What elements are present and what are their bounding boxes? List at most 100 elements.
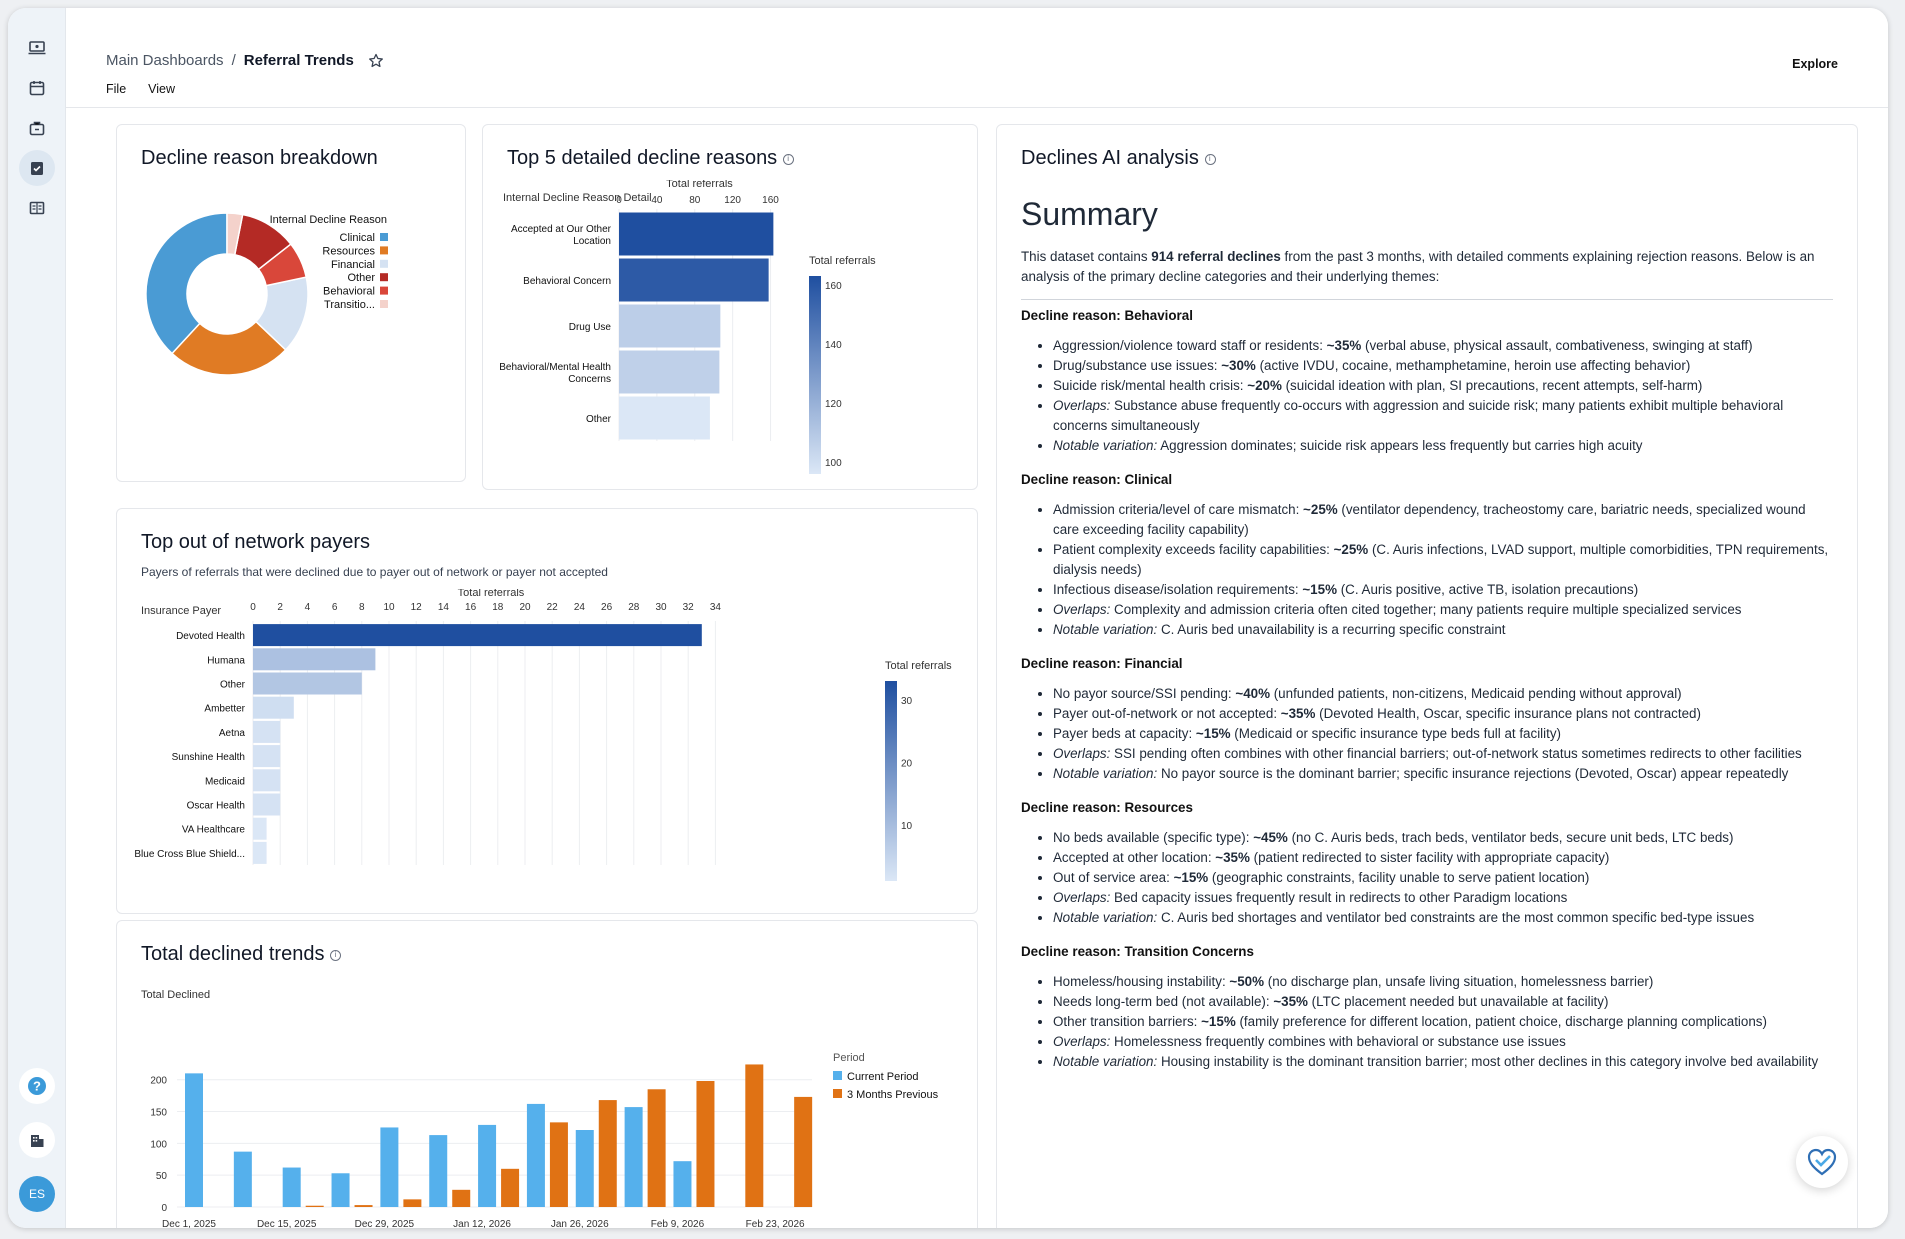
payers-card: Top out of network payers Payers of refe… xyxy=(116,508,978,914)
legend-label: Behavioral xyxy=(323,286,375,298)
ai-analysis-body: Summary This dataset contains 914 referr… xyxy=(1021,195,1833,1086)
color-scale-title: Total referrals xyxy=(809,255,876,267)
nav-rail: ? ES xyxy=(8,8,66,1228)
y-axis-title: Internal Decline Reason Detail xyxy=(503,192,652,204)
card-title: Top 5 detailed decline reasons xyxy=(507,147,795,170)
menu-file[interactable]: File xyxy=(106,82,127,96)
star-icon[interactable] xyxy=(368,53,384,69)
breadcrumb: Main Dashboards / Referral Trends xyxy=(106,52,384,69)
bar xyxy=(619,304,721,348)
info-icon[interactable] xyxy=(783,154,795,165)
breadcrumb-root[interactable]: Main Dashboards xyxy=(106,52,224,69)
top5-bar-chart: Total referrals Internal Decline Reason D… xyxy=(499,180,876,474)
bar xyxy=(598,1100,617,1207)
y-axis-title: Insurance Payer xyxy=(141,605,221,617)
legend-label: Clinical xyxy=(340,232,375,244)
analysis-item: Overlaps: SSI pending often combines wit… xyxy=(1053,744,1833,764)
analysis-item: Needs long-term bed (not available): ~35… xyxy=(1053,992,1833,1012)
calendar-icon[interactable] xyxy=(19,70,55,106)
section-heading: Decline reason: Resources xyxy=(1021,800,1193,815)
legend-swatch xyxy=(380,259,388,268)
y-tick-label: Ambetter xyxy=(204,704,245,715)
card-title: Top out of network payers xyxy=(141,531,371,553)
page-title: Referral Trends xyxy=(243,52,354,69)
legend-label: Financial xyxy=(331,259,375,271)
y-tick-label: Accepted at Our Other xyxy=(511,224,612,235)
bar xyxy=(253,648,376,671)
page-header: Main Dashboards / Referral Trends File V… xyxy=(66,8,1888,108)
briefcase-icon[interactable] xyxy=(19,110,55,146)
menu-view[interactable]: View xyxy=(148,82,176,96)
pie-slice xyxy=(171,320,287,376)
bar xyxy=(403,1199,422,1207)
y-tick-label: Aetna xyxy=(219,728,246,739)
y-tick-label: Oscar Health xyxy=(187,801,245,812)
y-tick-label: Behavioral/Mental Health xyxy=(499,362,611,373)
y-tick-label: Sunshine Health xyxy=(172,752,245,763)
section-list: Aggression/violence toward staff or resi… xyxy=(1053,336,1833,456)
summary-intro: This dataset contains 914 referral decli… xyxy=(1021,249,1815,284)
y-tick-label: 50 xyxy=(156,1171,168,1182)
bar xyxy=(647,1089,666,1207)
legend-label: Transitio... xyxy=(324,299,375,311)
avatar[interactable]: ES xyxy=(19,1176,55,1212)
analysis-item: Infectious disease/isolation requirement… xyxy=(1053,580,1833,600)
x-tick-label: 24 xyxy=(574,602,586,613)
section-list: No payor source/SSI pending: ~40% (unfun… xyxy=(1053,684,1833,784)
x-tick-label: 2 xyxy=(277,602,283,613)
bar xyxy=(253,672,362,695)
info-icon[interactable] xyxy=(330,950,342,961)
analysis-item: No beds available (specific type): ~45% … xyxy=(1053,828,1833,848)
x-tick-label: 0 xyxy=(616,195,622,206)
y-tick-label: Concerns xyxy=(568,374,611,385)
x-tick-label: 10 xyxy=(383,602,395,613)
analysis-item: Out of service area: ~15% (geographic co… xyxy=(1053,868,1833,888)
card-title: Decline reason breakdown xyxy=(141,147,378,169)
assistant-button[interactable] xyxy=(1796,1136,1848,1188)
x-tick-label: 16 xyxy=(465,602,477,613)
analysis-item: Notable variation: C. Auris bed shortage… xyxy=(1053,908,1833,928)
bar xyxy=(253,769,281,792)
y-tick-label: 0 xyxy=(161,1203,167,1214)
bar xyxy=(253,696,294,719)
monitor-icon[interactable] xyxy=(19,30,55,66)
color-scale-bar xyxy=(885,681,897,881)
legend-swatch xyxy=(833,1071,842,1080)
explore-button[interactable]: Explore xyxy=(1792,57,1838,71)
bar xyxy=(354,1205,373,1207)
x-tick-label: 4 xyxy=(305,602,311,613)
bar xyxy=(501,1168,520,1207)
card-title: Total declined trends xyxy=(141,943,342,966)
x-tick-label: Dec 15, 2025 xyxy=(257,1219,317,1228)
analysis-item: Overlaps: Complexity and admission crite… xyxy=(1053,600,1833,620)
bar xyxy=(619,258,769,302)
bar xyxy=(253,624,702,647)
bar xyxy=(253,745,281,768)
book-icon[interactable] xyxy=(19,190,55,226)
y-tick-label: Medicaid xyxy=(205,776,245,787)
legend-title: Period xyxy=(833,1052,865,1064)
section-list: Homeless/housing instability: ~50% (no d… xyxy=(1053,972,1833,1072)
heart-check-icon xyxy=(1807,1148,1837,1176)
section-list: No beds available (specific type): ~45% … xyxy=(1053,828,1833,928)
summary-heading: Summary xyxy=(1021,196,1158,232)
building-icon[interactable] xyxy=(19,1122,55,1158)
legend-title: Internal Decline Reason xyxy=(270,214,387,226)
x-tick-label: 80 xyxy=(689,195,701,206)
donut-chart: Internal Decline Reason ClinicalResources… xyxy=(145,212,388,376)
pie-slice xyxy=(226,212,244,256)
color-scale-bar xyxy=(809,276,821,474)
svg-text:?: ? xyxy=(33,1079,41,1094)
y-tick-label: VA Healthcare xyxy=(182,825,246,836)
color-scale-tick: 20 xyxy=(901,758,913,769)
bar xyxy=(794,1096,813,1207)
clipboard-check-icon[interactable] xyxy=(19,150,55,186)
help-icon[interactable]: ? xyxy=(19,1068,55,1104)
top5-reasons-card: Top 5 detailed decline reasons Total ref… xyxy=(482,124,978,490)
info-icon[interactable] xyxy=(1204,154,1216,165)
legend-label: Current Period xyxy=(847,1071,919,1083)
menu-bar: File View xyxy=(106,82,175,96)
color-scale-tick: 30 xyxy=(901,696,913,707)
legend-swatch xyxy=(380,273,388,282)
y-tick-label: Drug Use xyxy=(569,322,612,333)
